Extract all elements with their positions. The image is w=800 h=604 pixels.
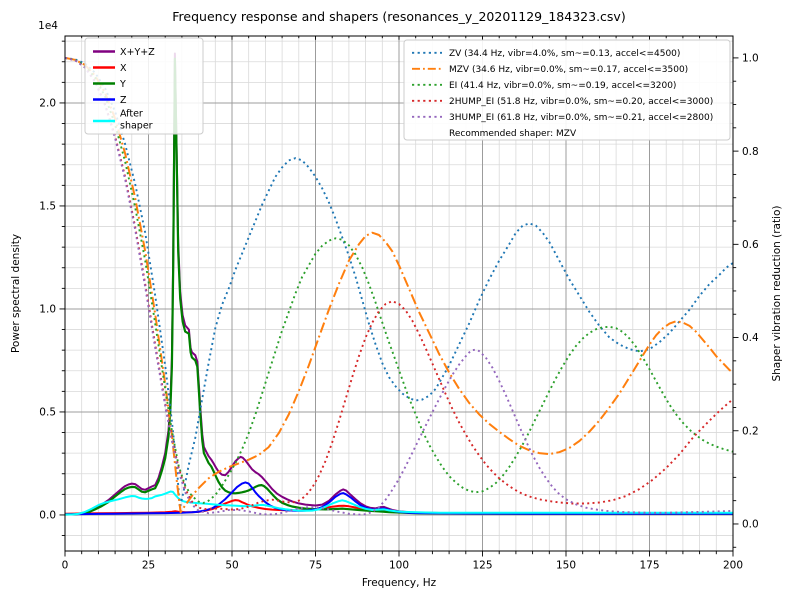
curve-ei bbox=[65, 56, 733, 504]
y-axis-label-left: Power spectral density bbox=[10, 234, 22, 353]
legend-label: 2HUMP_EI (51.8 Hz, vibr=0.0%, sm~=0.20, … bbox=[449, 97, 713, 107]
tick-label: 0.0 bbox=[742, 519, 759, 531]
curve-y bbox=[65, 57, 733, 516]
curve-zv bbox=[65, 56, 733, 509]
legend-label: MZV (34.6 Hz, vibr=0.0%, sm~=0.17, accel… bbox=[449, 65, 688, 75]
tick-label: 75 bbox=[309, 560, 322, 572]
tick-label: 0.6 bbox=[742, 239, 759, 251]
chart-title: Frequency response and shapers (resonanc… bbox=[172, 9, 625, 24]
tick-label: 0 bbox=[62, 560, 69, 572]
curve-after_shaper bbox=[65, 490, 733, 516]
tick-label: 1.0 bbox=[742, 53, 759, 65]
tick-label: 1.0 bbox=[39, 304, 56, 316]
legend-label: After bbox=[120, 109, 143, 120]
y-axis-label-right: Shaper vibration reduction (ratio) bbox=[771, 205, 783, 381]
tick-label: 150 bbox=[556, 560, 576, 572]
axis-ticks bbox=[59, 36, 739, 557]
tick-label: 0.4 bbox=[742, 332, 759, 344]
legend-shapers: ZV (34.4 Hz, vibr=4.0%, sm~=0.13, accel<… bbox=[403, 39, 731, 141]
x-axis-label: Frequency, Hz bbox=[362, 577, 437, 589]
legend-label: X bbox=[120, 63, 127, 74]
legend-label: shaper bbox=[120, 121, 153, 132]
legend-item: Z bbox=[93, 95, 127, 106]
tick-label: 50 bbox=[225, 560, 238, 572]
tick-label: 2.0 bbox=[39, 98, 56, 110]
legend-item: EI (41.4 Hz, vibr=0.0%, sm~=0.19, accel<… bbox=[412, 81, 676, 91]
legend-item: ZV (34.4 Hz, vibr=4.0%, sm~=0.13, accel<… bbox=[412, 49, 680, 59]
tick-label: 0.0 bbox=[39, 510, 56, 522]
legend-label: Z bbox=[120, 95, 127, 106]
legend-label: X+Y+Z bbox=[120, 47, 155, 58]
legend-label: Y bbox=[119, 79, 126, 90]
legend-item: 2HUMP_EI (51.8 Hz, vibr=0.0%, sm~=0.20, … bbox=[412, 97, 713, 107]
tick-label: 100 bbox=[389, 560, 409, 572]
curve-mzv bbox=[65, 56, 733, 514]
legend-label: 3HUMP_EI (61.8 Hz, vibr=0.0%, sm~=0.21, … bbox=[449, 113, 713, 123]
legend-item: 3HUMP_EI (61.8 Hz, vibr=0.0%, sm~=0.21, … bbox=[412, 113, 713, 123]
tick-labels: 0 25 50 75 100 125 150 175 200 0.0 0.5 1.0 1.5 2.0 0.0… bbox=[39, 53, 759, 572]
legend-item: X bbox=[93, 63, 127, 74]
plot-curves bbox=[65, 52, 733, 516]
tick-label: 25 bbox=[142, 560, 155, 572]
legend-label: ZV (34.4 Hz, vibr=4.0%, sm~=0.13, accel<… bbox=[449, 49, 680, 59]
curve-xyz bbox=[65, 52, 733, 516]
tick-label: 125 bbox=[472, 560, 492, 572]
legend-label: EI (41.4 Hz, vibr=0.0%, sm~=0.19, accel<… bbox=[449, 81, 676, 91]
legend-item: MZV (34.6 Hz, vibr=0.0%, sm~=0.17, accel… bbox=[412, 65, 688, 75]
tick-label: 1.5 bbox=[39, 201, 56, 213]
tick-label: 0.8 bbox=[742, 146, 759, 158]
tick-label: 0.5 bbox=[39, 407, 56, 419]
tick-label: 0.2 bbox=[742, 425, 759, 437]
legend-item: Y bbox=[93, 79, 126, 90]
y-axis-offset-label: 1e4 bbox=[38, 20, 58, 32]
tick-label: 175 bbox=[639, 560, 659, 572]
legend-footer: Recommended shaper: MZV bbox=[449, 129, 577, 139]
tick-label: 200 bbox=[723, 560, 743, 572]
legend-item: X+Y+Z bbox=[93, 47, 155, 58]
